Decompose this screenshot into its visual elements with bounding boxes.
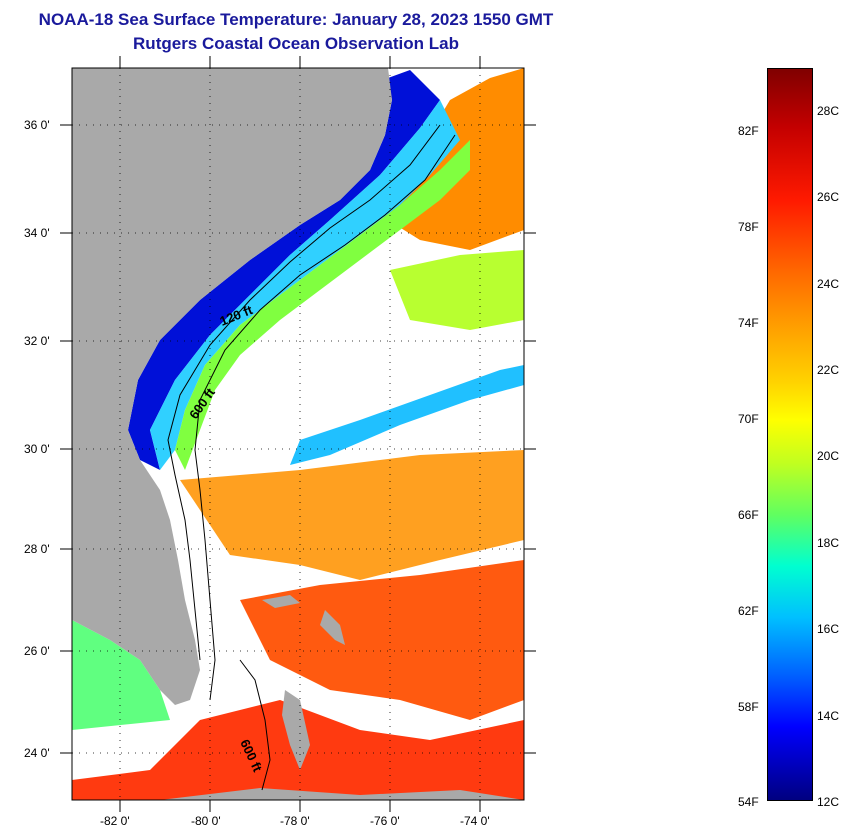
contour-600ft bbox=[194, 134, 456, 701]
map-canvas bbox=[72, 68, 524, 800]
lat-label-26: 26 0' bbox=[24, 644, 50, 658]
lon-label-76: -76 0' bbox=[370, 814, 400, 828]
gulf-of-mexico-water bbox=[72, 620, 170, 730]
map-subtitle: Rutgers Coastal Ocean Observation Lab bbox=[133, 34, 459, 53]
colorbar-label-54f: 54F bbox=[738, 795, 759, 809]
map-frame bbox=[71, 67, 525, 801]
lat-label-30: 30 0' bbox=[24, 442, 50, 456]
colorbar-label-58f: 58F bbox=[738, 700, 759, 714]
colorbar-label-16c: 16C bbox=[817, 622, 840, 636]
cold-shelf-water bbox=[128, 70, 440, 470]
lon-label-78: -78 0' bbox=[280, 814, 310, 828]
colorbar-label-74f: 74F bbox=[738, 316, 759, 330]
abaco-island bbox=[320, 610, 345, 645]
andros-island bbox=[282, 690, 310, 770]
colorbar-label-82f: 82F bbox=[738, 124, 759, 138]
grand-bahama-island bbox=[262, 595, 300, 608]
colorbar-label-12c: 12C bbox=[817, 795, 840, 809]
contour-120ft bbox=[167, 124, 441, 661]
colorbar-label-28c: 28C bbox=[817, 104, 840, 118]
temperature-colorbar bbox=[767, 68, 813, 801]
lat-label-34: 34 0' bbox=[24, 226, 50, 240]
southern-warm-water bbox=[240, 560, 524, 720]
axis-ticks bbox=[60, 56, 536, 812]
lon-label-74: -74 0' bbox=[460, 814, 490, 828]
colorbar-label-20c: 20C bbox=[817, 449, 840, 463]
shelf-transition-water bbox=[150, 100, 460, 470]
lon-label-80: -80 0' bbox=[191, 814, 221, 828]
lat-label-36: 36 0' bbox=[24, 118, 50, 132]
us-mainland bbox=[72, 68, 392, 705]
colorbar-label-66f: 66F bbox=[738, 508, 759, 522]
inner-shelf-green bbox=[175, 140, 470, 470]
colorbar-label-14c: 14C bbox=[817, 709, 840, 723]
colorbar-label-22c: 22C bbox=[817, 363, 840, 377]
mid-temp-patch bbox=[390, 250, 524, 330]
lat-label-32: 32 0' bbox=[24, 334, 50, 348]
colorbar-label-26c: 26C bbox=[817, 190, 840, 204]
lon-label-82: -82 0' bbox=[100, 814, 130, 828]
colorbar-label-78f: 78F bbox=[738, 220, 759, 234]
map-title: NOAA-18 Sea Surface Temperature: January… bbox=[38, 10, 554, 29]
lat-label-24: 24 0' bbox=[24, 746, 50, 760]
cuba-coast bbox=[160, 788, 524, 800]
colorbar-label-24c: 24C bbox=[817, 277, 840, 291]
contour-600ft-bahamas bbox=[239, 659, 271, 791]
colorbar-label-62f: 62F bbox=[738, 604, 759, 618]
colorbar-label-70f: 70F bbox=[738, 412, 759, 426]
lat-label-28: 28 0' bbox=[24, 542, 50, 556]
offshore-warm-water bbox=[180, 450, 524, 580]
graticule bbox=[72, 68, 524, 800]
cool-band bbox=[290, 365, 524, 465]
colorbar-label-18c: 18C bbox=[817, 536, 840, 550]
